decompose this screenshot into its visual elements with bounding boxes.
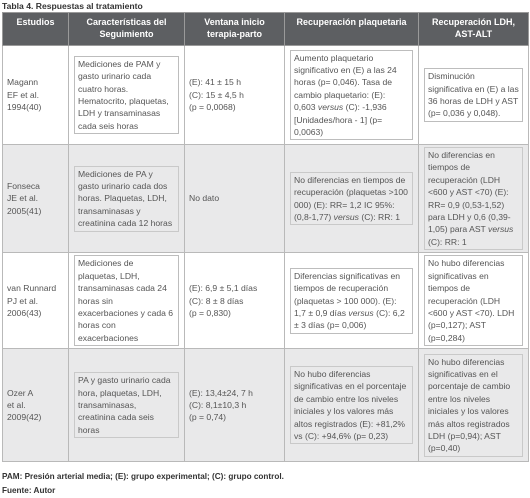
cell-ldh-text: Disminución significativa en (E) a las 3…: [424, 68, 523, 122]
cell-platelet-text: Diferencias significativas en tiempos de…: [290, 267, 413, 334]
table-row: Magann EF et al. 1994(40) Mediciones de …: [2, 45, 529, 145]
table-row: Fonseca JE et al. 2005(41) Mediciones de…: [2, 143, 529, 254]
cell-follow-up-text: PA y gasto urinario cada hora, plaquetas…: [74, 372, 179, 439]
cell-study: Fonseca JE et al. 2005(41): [2, 143, 69, 254]
ldh-versus: versus: [488, 224, 514, 235]
table-header-row: Estudios Características del Seguimiento…: [2, 12, 529, 46]
cell-platelet-text: Aumento plaquetario significativo en (E)…: [290, 49, 413, 141]
platelet-versus: versus: [348, 307, 374, 318]
cell-ldh: Disminución significativa en (E) a las 3…: [418, 45, 529, 145]
platelet-text-a: Aumento plaquetario significativo en (E)…: [294, 52, 397, 113]
results-table: Estudios Características del Seguimiento…: [2, 12, 529, 463]
platelet-text-a: No hubo diferencias significativas en el…: [294, 369, 407, 442]
cell-platelet: Diferencias significativas en tiempos de…: [284, 252, 419, 350]
platelet-text-a: Diferencias significativas en tiempos de…: [294, 270, 401, 318]
cell-platelet-text: No diferencias en tiempos de recuperació…: [290, 171, 413, 226]
cell-ldh-text: No hubo diferencias significativas en ti…: [424, 255, 523, 347]
platelet-text-b: (C): -1,936 [Unidades/hora - 1] (p= 0,00…: [294, 102, 387, 138]
header-follow-up: Características del Seguimiento: [68, 12, 185, 46]
cell-follow-up: PA y gasto urinario cada hora, plaquetas…: [68, 348, 185, 463]
header-platelet-recovery: Recuperación plaquetaria: [284, 12, 419, 46]
ldh-text-a: No diferencias en tiempos de recuperació…: [428, 150, 511, 235]
platelet-versus: versus: [333, 212, 359, 223]
platelet-text-b: (C): RR: 1: [358, 212, 401, 223]
cell-ldh-text: No diferencias en tiempos de recuperació…: [424, 147, 523, 251]
cell-platelet-text: No hubo diferencias significativas en el…: [290, 366, 413, 445]
header-ldh-recovery: Recuperación LDH, AST-ALT: [418, 12, 529, 46]
cell-follow-up: Mediciones de plaquetas, LDH, transamina…: [68, 252, 185, 350]
cell-platelet: Aumento plaquetario significativo en (E)…: [284, 45, 419, 145]
cell-window: No dato: [184, 143, 285, 254]
cell-study: Ozer A et al. 2009(42): [2, 348, 69, 463]
cell-study: van Runnard PJ et al. 2006(43): [2, 252, 69, 350]
table-source: Fuente: Autor: [2, 486, 56, 495]
cell-follow-up-text: Mediciones de PA y gasto urinario cada d…: [74, 165, 179, 232]
platelet-text-a: No diferencias en tiempos de recuperació…: [294, 174, 408, 223]
platelet-text-b: (C): 6,2 ± 3 días (p= 0,006): [294, 307, 405, 331]
header-studies: Estudios: [2, 12, 69, 46]
ldh-text-a: No hubo diferencias significativas en el…: [428, 356, 511, 454]
cell-platelet: No diferencias en tiempos de recuperació…: [284, 143, 419, 254]
cell-follow-up: Mediciones de PAM y gasto urinario cada …: [68, 45, 185, 145]
header-window: Ventana inicio terapia-parto: [184, 12, 285, 46]
cell-ldh: No hubo diferencias significativas en el…: [418, 348, 529, 463]
cell-follow-up-text: Mediciones de PAM y gasto urinario cada …: [74, 55, 179, 135]
cell-study: Magann EF et al. 1994(40): [2, 45, 69, 145]
table-caption: Tabla 4. Respuestas al tratamiento: [2, 1, 143, 11]
table-footnote: PAM: Presión arterial media; (E): grupo …: [2, 472, 284, 481]
ldh-text-b: (C): RR: 1: [428, 236, 467, 247]
cell-window: (E): 41 ± 15 h (C): 15 ± 4,5 h (p = 0,00…: [184, 45, 285, 145]
table-row: Ozer A et al. 2009(42) PA y gasto urinar…: [2, 348, 529, 463]
cell-window: (E): 6,9 ± 5,1 días (C): 8 ± 8 días (p =…: [184, 252, 285, 350]
cell-platelet: No hubo diferencias significativas en el…: [284, 348, 419, 463]
ldh-text-a: Disminución significativa en (E) a las 3…: [428, 71, 519, 119]
ldh-text-a: No hubo diferencias significativas en ti…: [428, 258, 515, 343]
cell-follow-up: Mediciones de PA y gasto urinario cada d…: [68, 143, 185, 254]
cell-ldh-text: No hubo diferencias significativas en el…: [424, 353, 523, 457]
cell-window: (E): 13,4±24, 7 h (C): 8,1±10,3 h (p = 0…: [184, 348, 285, 463]
platelet-versus: versus: [317, 102, 344, 113]
cell-follow-up-text: Mediciones de plaquetas, LDH, transamina…: [74, 255, 179, 347]
cell-ldh: No diferencias en tiempos de recuperació…: [418, 143, 529, 254]
cell-ldh: No hubo diferencias significativas en ti…: [418, 252, 529, 350]
table-row: van Runnard PJ et al. 2006(43) Medicione…: [2, 252, 529, 350]
